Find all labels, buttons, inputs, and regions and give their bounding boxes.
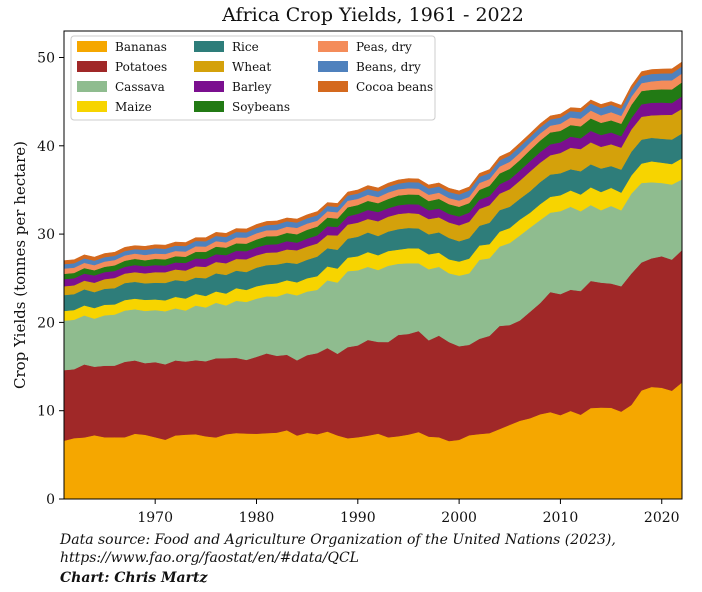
legend-label: Bananas <box>115 40 167 54</box>
x-tick-label: 2010 <box>543 510 579 526</box>
chart-credit: Chart: Chris Martz <box>60 570 208 586</box>
y-tick-label: 40 <box>37 139 55 155</box>
y-axis: 0 10 20 30 40 50 <box>37 50 64 508</box>
legend-label: Cassava <box>115 80 165 94</box>
x-tick-label: 1970 <box>137 510 173 526</box>
legend-swatch <box>77 41 107 52</box>
legend-label: Barley <box>232 80 272 94</box>
legend-box <box>70 35 436 121</box>
legend-swatch <box>194 101 224 112</box>
source-line-2: https://www.fao.org/faostat/en/#data/QCL <box>60 550 359 566</box>
x-tick-label: 2020 <box>644 510 680 526</box>
x-tick-label: 1980 <box>239 510 275 526</box>
y-tick-label: 0 <box>46 492 55 508</box>
legend-label: Potatoes <box>115 60 167 74</box>
legend: Bananas Potatoes Cassava Maize Rice Wheat Barl… <box>70 35 436 121</box>
y-tick-label: 50 <box>37 50 55 66</box>
legend-label: Rice <box>232 40 259 54</box>
x-tick-label: 1990 <box>340 510 376 526</box>
legend-label: Maize <box>115 100 152 114</box>
legend-swatch <box>318 61 348 72</box>
stacked-areas <box>63 61 683 500</box>
legend-swatch <box>194 61 224 72</box>
x-axis: 1970 1980 1990 2000 2010 2020 <box>137 499 680 526</box>
legend-label: Peas, dry <box>356 40 412 54</box>
legend-swatch <box>77 81 107 92</box>
legend-label: Beans, dry <box>356 60 421 74</box>
legend-label: Wheat <box>232 60 271 74</box>
legend-swatch <box>77 61 107 72</box>
y-axis-label: Crop Yields (tonnes per hectare) <box>11 141 29 389</box>
plot-frame <box>63 30 683 500</box>
legend-swatch <box>194 41 224 52</box>
y-tick-label: 20 <box>37 315 55 331</box>
legend-label: Cocoa beans <box>356 80 433 94</box>
legend-swatch <box>194 81 224 92</box>
crop-yields-chart: Africa Crop Yields, 1961 - 2022 1970 1980… <box>11 4 683 526</box>
y-tick-label: 10 <box>37 404 55 420</box>
legend-swatch <box>77 101 107 112</box>
source-line-1: Data source: Food and Agriculture Organi… <box>60 532 616 548</box>
x-tick-label: 2000 <box>441 510 477 526</box>
legend-label: Soybeans <box>232 100 290 114</box>
legend-swatch <box>318 41 348 52</box>
y-tick-label: 30 <box>37 227 55 243</box>
chart-title: Africa Crop Yields, 1961 - 2022 <box>221 4 524 26</box>
legend-swatch <box>318 81 348 92</box>
